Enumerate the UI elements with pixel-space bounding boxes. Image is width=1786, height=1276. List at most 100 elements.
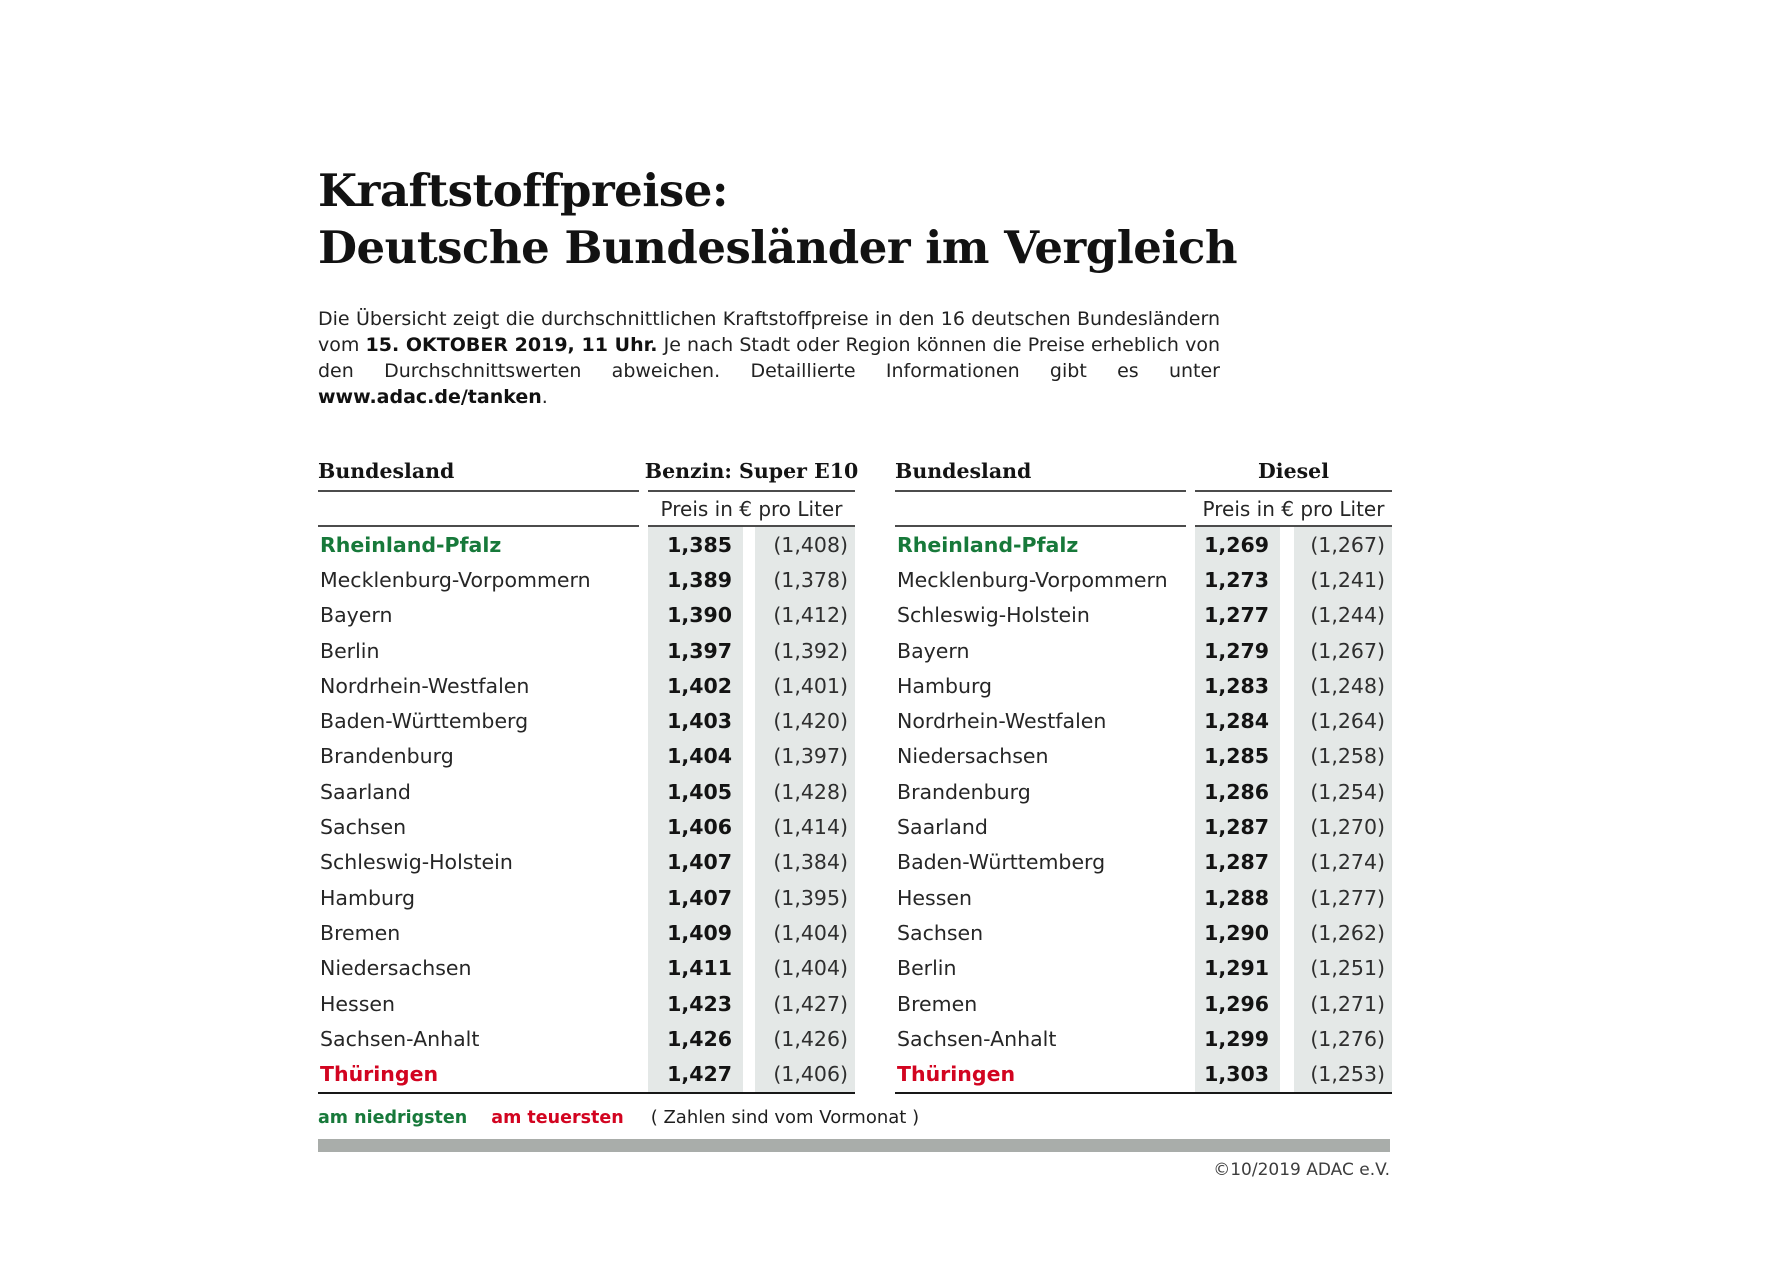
- bundesland-name: Bremen: [320, 920, 401, 945]
- bundesland-name: Rheinland-Pfalz: [897, 532, 1079, 557]
- intro-text: Die Übersicht zeigt die durchschnittlich…: [318, 308, 1220, 356]
- bundesland-name: Niedersachsen: [897, 744, 1049, 769]
- bundesland-name: Sachsen: [897, 920, 984, 945]
- price-previous: (1,427): [755, 985, 855, 1022]
- price-previous: (1,397): [755, 738, 855, 775]
- unit-header: Preis in € pro Liter: [660, 496, 843, 521]
- column-spacer: [743, 845, 755, 880]
- price-current: 1,303: [1195, 1056, 1280, 1092]
- column-header-diesel: Diesel: [1258, 459, 1329, 483]
- price-previous: (1,253): [1294, 1056, 1392, 1092]
- bundesland-name: Hamburg: [897, 673, 993, 698]
- price-current: 1,407: [648, 879, 743, 916]
- column-header-bundesland: Bundesland: [895, 459, 1032, 483]
- column-spacer: [743, 598, 755, 633]
- column-spacer: [1280, 1056, 1294, 1091]
- diesel-table-column: Bundesland Diesel Preis in € pro Liter R…: [895, 447, 1392, 1128]
- bundesland-name: Berlin: [897, 956, 957, 981]
- bundesland-name: Saarland: [897, 815, 988, 840]
- bundesland-name: Schleswig-Holstein: [320, 850, 513, 875]
- column-spacer: [1280, 739, 1294, 774]
- price-previous: (1,384): [755, 844, 855, 880]
- price-current: 1,279: [1195, 632, 1280, 669]
- column-spacer: [743, 809, 755, 844]
- bottom-bar: [318, 1139, 1390, 1153]
- price-previous: (1,420): [755, 703, 855, 739]
- price-current: 1,389: [648, 562, 743, 598]
- intro-date: 15. OKTOBER 2019, 11 Uhr.: [365, 334, 658, 356]
- price-previous: (1,395): [755, 879, 855, 916]
- column-spacer: [1280, 527, 1294, 562]
- bundesland-name: Brandenburg: [897, 779, 1031, 804]
- bundesland-name: Brandenburg: [320, 744, 454, 769]
- unit-header: Preis in € pro Liter: [1202, 496, 1385, 521]
- price-previous: (1,244): [1294, 597, 1392, 633]
- price-previous: (1,392): [755, 632, 855, 669]
- title-line-1: Kraftstoffpreise:: [318, 164, 728, 217]
- price-previous: (1,254): [1294, 774, 1392, 810]
- column-spacer: [1280, 880, 1294, 915]
- price-current: 1,423: [648, 985, 743, 1022]
- bundesland-name: Saarland: [320, 779, 411, 804]
- price-current: 1,296: [1195, 985, 1280, 1022]
- price-previous: (1,378): [755, 562, 855, 598]
- column-spacer: [1280, 809, 1294, 844]
- table-bottom-rule: [318, 1091, 855, 1095]
- column-spacer: [743, 915, 755, 950]
- bundesland-name: Thüringen: [320, 1062, 439, 1087]
- price-current: 1,407: [648, 844, 743, 880]
- price-previous: (1,267): [1294, 632, 1392, 669]
- intro-url: www.adac.de/tanken: [318, 386, 542, 408]
- column-spacer: [1280, 951, 1294, 986]
- price-current: 1,409: [648, 915, 743, 951]
- column-spacer: [743, 739, 755, 774]
- legend-lowest: am niedrigsten: [318, 1108, 468, 1129]
- price-current: 1,283: [1195, 668, 1280, 704]
- column-spacer: [1280, 774, 1294, 809]
- table-bottom-rule: [895, 1091, 1392, 1095]
- bundesland-name: Schleswig-Holstein: [897, 603, 1090, 628]
- subheader-spacer: [318, 492, 648, 525]
- bundesland-name: Nordrhein-Westfalen: [320, 673, 530, 698]
- price-previous: (1,241): [1294, 562, 1392, 598]
- price-current: 1,411: [648, 950, 743, 986]
- price-previous: (1,414): [755, 809, 855, 845]
- bundesland-name: Mecklenburg-Vorpommern: [897, 567, 1168, 592]
- diesel-table: Bundesland Diesel Preis in € pro Liter R…: [895, 447, 1392, 1095]
- price-previous: (1,276): [1294, 1021, 1392, 1057]
- price-previous: (1,412): [755, 597, 855, 633]
- price-previous: (1,408): [755, 527, 855, 563]
- price-previous: (1,258): [1294, 738, 1392, 775]
- column-spacer: [1280, 986, 1294, 1021]
- intro-text: .: [541, 386, 548, 408]
- price-current: 1,286: [1195, 774, 1280, 810]
- column-header-benzin: Benzin: Super E10: [644, 459, 859, 483]
- column-spacer: [1280, 633, 1294, 668]
- column-spacer: [1280, 1021, 1294, 1056]
- legend: am niedrigsten am teuersten ( Zahlen sin…: [318, 1107, 919, 1129]
- bundesland-name: Bayern: [320, 603, 393, 628]
- copyright: ©10/2019 ADAC e.V.: [1213, 1160, 1390, 1181]
- column-spacer: [743, 986, 755, 1021]
- price-current: 1,405: [648, 774, 743, 810]
- bundesland-name: Hessen: [897, 885, 972, 910]
- column-spacer: [1280, 703, 1294, 738]
- price-current: 1,426: [648, 1021, 743, 1057]
- price-previous: (1,401): [755, 668, 855, 704]
- price-previous: (1,271): [1294, 985, 1392, 1022]
- legend-note: ( Zahlen sind vom Vormonat ): [650, 1107, 920, 1129]
- price-current: 1,403: [648, 703, 743, 739]
- column-header-bundesland: Bundesland: [318, 459, 455, 483]
- price-current: 1,299: [1195, 1021, 1280, 1057]
- bundesland-name: Hessen: [320, 991, 395, 1016]
- column-spacer: [743, 951, 755, 986]
- column-spacer: [743, 1021, 755, 1056]
- price-current: 1,406: [648, 809, 743, 845]
- price-current: 1,397: [648, 632, 743, 669]
- price-current: 1,285: [1195, 738, 1280, 775]
- column-spacer: [743, 562, 755, 597]
- column-spacer: [1280, 668, 1294, 703]
- title-line-2: Deutsche Bundesländer im Vergleich: [318, 221, 1238, 274]
- column-spacer: [743, 880, 755, 915]
- bundesland-name: Rheinland-Pfalz: [320, 532, 502, 557]
